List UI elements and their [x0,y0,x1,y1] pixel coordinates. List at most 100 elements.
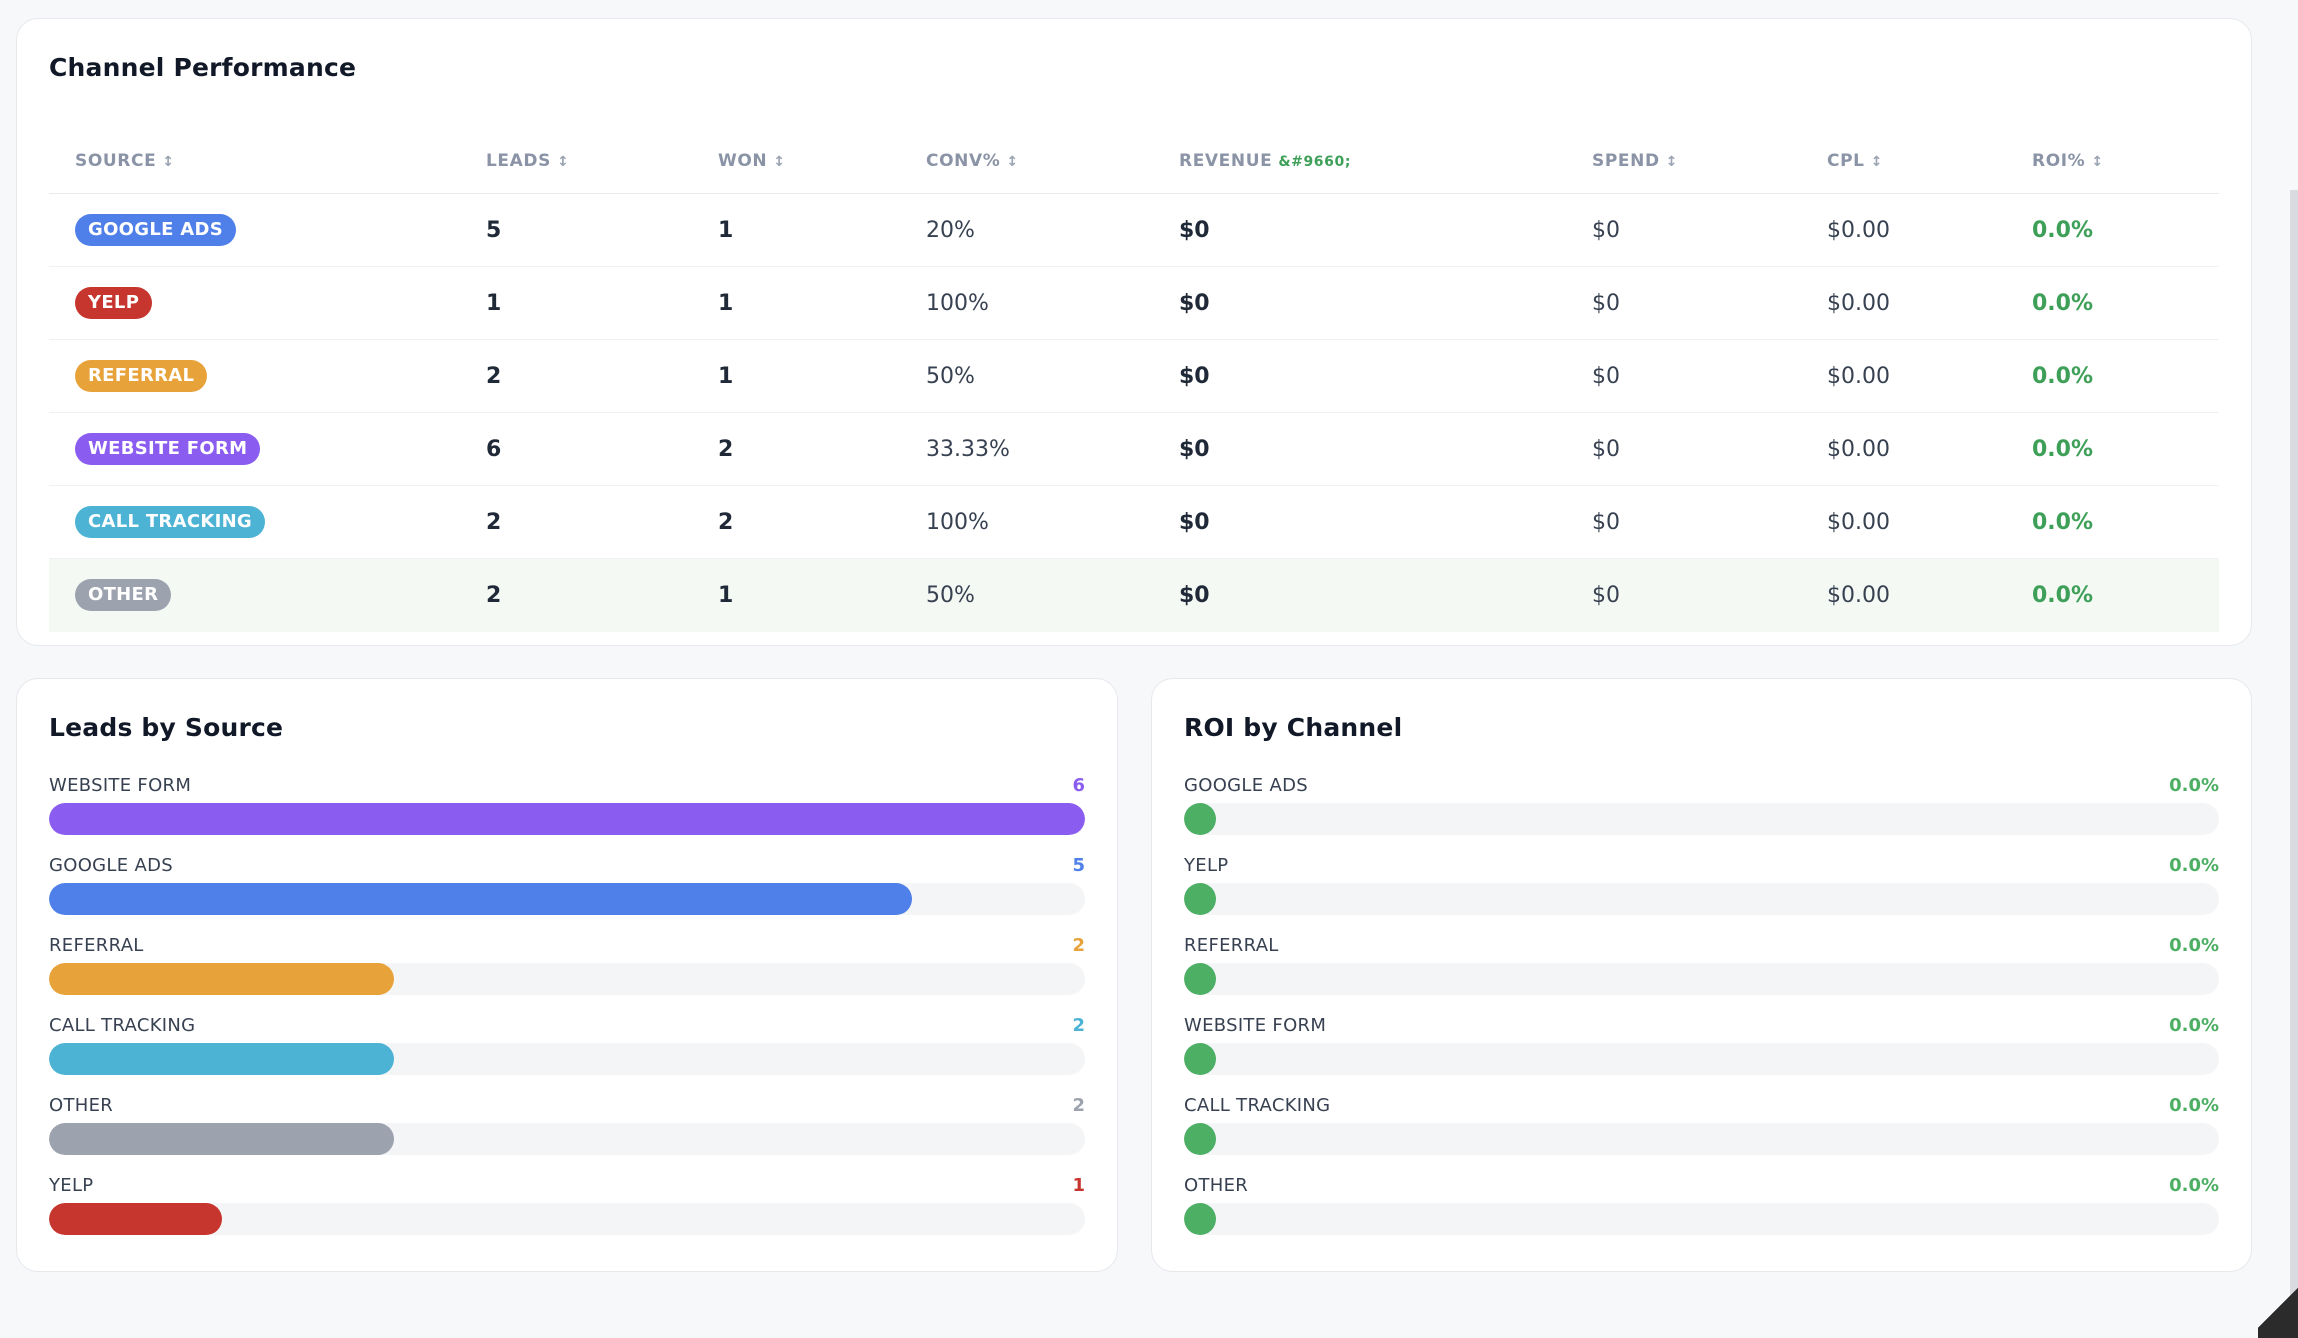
sort-icon: ↕ [773,154,786,170]
cell-revenue: $0 [1179,437,1210,462]
bar-label: OTHER [49,1095,114,1116]
bar-track [1184,1203,2219,1235]
cell-conv: 100% [926,510,989,535]
bar-item: YELP 1 [49,1175,1085,1255]
cell-revenue: $0 [1179,510,1210,535]
bar-label: YELP [49,1175,94,1196]
cell-spend: $0 [1592,583,1620,608]
bar-fill [49,1203,222,1235]
sort-desc-icon: &#9660; [1278,154,1352,170]
cell-conv: 33.33% [926,437,1010,462]
bar-label: WEBSITE FORM [49,775,192,796]
cell-won: 1 [718,364,734,389]
bar-track [1184,963,2219,995]
cell-roi: 0.0% [2032,218,2094,243]
bar-item: REFERRAL 2 [49,935,1085,1015]
cell-roi: 0.0% [2032,291,2094,316]
roi-by-channel-card: ROI by Channel GOOGLE ADS 0.0% YELP 0.0% REF… [1151,678,2252,1272]
bar-fill [1184,1123,1216,1155]
cell-leads: 2 [486,583,502,608]
bar-label: GOOGLE ADS [1184,775,1308,796]
cell-spend: $0 [1592,510,1620,535]
roi-bar-list: GOOGLE ADS 0.0% YELP 0.0% REFERRAL 0.0% WEBSIT… [1184,775,2219,1255]
window-corner [2258,1278,2298,1338]
bar-fill [49,1123,395,1155]
bar-track [1184,1123,2219,1155]
bar-track [1184,883,2219,915]
bar-label: REFERRAL [1184,935,1279,956]
col-label: SPEND [1592,151,1660,171]
channel-performance-card: Channel Performance SOURCE ↕ LEADS ↕ WON ↕ … [16,18,2252,646]
bar-label: CALL TRACKING [49,1015,196,1036]
bar-track [49,883,1085,915]
table-row[interactable]: REFERRAL 2 1 50% $0 $0 $0.00 0.0% [49,340,2219,413]
leads-by-source-title: Leads by Source [49,713,284,742]
source-badge: REFERRAL [75,360,208,392]
cell-roi: 0.0% [2032,364,2094,389]
bar-value: 0.0% [2169,855,2219,876]
bar-track [49,1123,1085,1155]
sort-icon: ↕ [556,154,570,170]
bar-track [1184,803,2219,835]
bar-fill [49,803,1085,835]
col-label: LEADS [486,151,551,171]
bar-label: YELP [1184,855,1229,876]
bar-fill [49,883,913,915]
table-row[interactable]: YELP 1 1 100% $0 $0 $0.00 0.0% [49,267,2219,340]
table-row[interactable]: WEBSITE FORM 6 2 33.33% $0 $0 $0.00 0.0% [49,413,2219,486]
cell-revenue: $0 [1179,583,1210,608]
bar-item: GOOGLE ADS 0.0% [1184,775,2219,855]
col-won-header[interactable]: WON ↕ [718,151,786,171]
sort-icon: ↕ [1870,154,1883,170]
bar-item: OTHER 2 [49,1095,1085,1175]
bar-item: OTHER 0.0% [1184,1175,2219,1255]
cell-leads: 5 [486,218,502,243]
bar-value: 6 [1072,775,1085,796]
col-conv-header[interactable]: CONV% ↕ [926,151,1019,171]
bar-value: 0.0% [2169,1015,2219,1036]
table-row[interactable]: CALL TRACKING 2 2 100% $0 $0 $0.00 0.0% [49,486,2219,559]
source-badge: CALL TRACKING [75,506,266,538]
bar-label: OTHER [1184,1175,1249,1196]
scrollbar[interactable] [2290,190,2298,1338]
cell-won: 2 [718,510,734,535]
col-label: WON [718,151,768,171]
bar-value: 2 [1072,1095,1085,1116]
bar-track [49,1203,1085,1235]
cell-conv: 50% [926,364,975,389]
col-label: ROI% [2032,151,2086,171]
col-cpl-header[interactable]: CPL ↕ [1827,151,1883,171]
cell-revenue: $0 [1179,364,1210,389]
col-label: REVENUE [1179,151,1273,171]
bar-item: YELP 0.0% [1184,855,2219,935]
cell-won: 1 [718,583,734,608]
cell-won: 1 [718,291,734,316]
col-leads-header[interactable]: LEADS ↕ [486,151,569,171]
col-revenue-header[interactable]: REVENUE &#9660; [1179,151,1351,171]
bar-fill [1184,883,1216,915]
sort-icon: ↕ [162,154,175,170]
col-spend-header[interactable]: SPEND ↕ [1592,151,1678,171]
bar-value: 0.0% [2169,1095,2219,1116]
cell-won: 1 [718,218,734,243]
bar-fill [1184,963,1216,995]
bar-label: WEBSITE FORM [1184,1015,1327,1036]
bar-value: 0.0% [2169,935,2219,956]
bar-item: REFERRAL 0.0% [1184,935,2219,1015]
table-row[interactable]: OTHER 2 1 50% $0 $0 $0.00 0.0% [49,559,2219,632]
bar-item: CALL TRACKING 0.0% [1184,1095,2219,1175]
cell-cpl: $0.00 [1827,218,1890,243]
cell-spend: $0 [1592,364,1620,389]
col-roi-header[interactable]: ROI% ↕ [2032,151,2104,171]
cell-leads: 6 [486,437,502,462]
col-source-header[interactable]: SOURCE ↕ [75,151,175,171]
cell-cpl: $0.00 [1827,291,1890,316]
cell-revenue: $0 [1179,218,1210,243]
cell-leads: 1 [486,291,502,316]
table-row[interactable]: GOOGLE ADS 5 1 20% $0 $0 $0.00 0.0% [49,194,2219,267]
cell-leads: 2 [486,510,502,535]
bar-value: 2 [1072,1015,1085,1036]
cell-won: 2 [718,437,734,462]
channel-performance-title: Channel Performance [49,53,357,82]
cell-roi: 0.0% [2032,510,2094,535]
